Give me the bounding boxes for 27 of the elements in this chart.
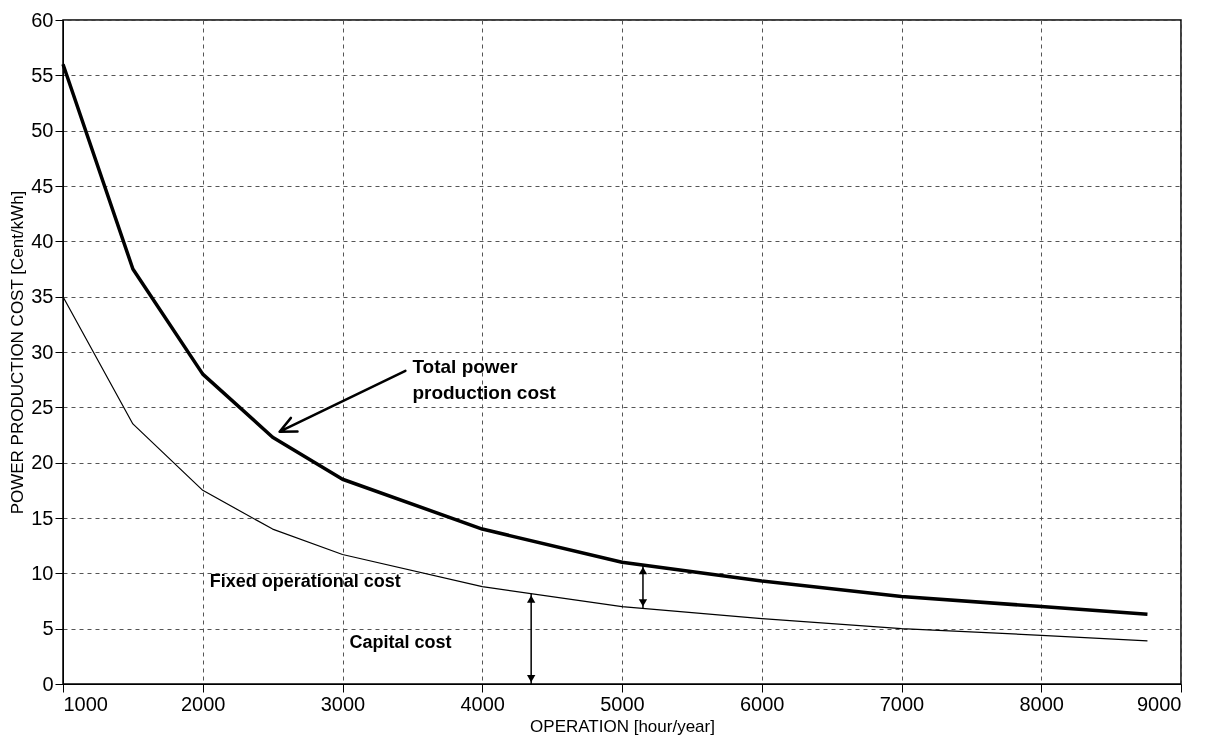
annotation: Fixed operational cost xyxy=(209,571,401,592)
y-tick-label: 35 xyxy=(31,285,54,308)
x-tick-label: 9000 xyxy=(1137,692,1182,715)
y-tick-label: 55 xyxy=(31,63,54,86)
y-tick-label: 25 xyxy=(31,395,54,418)
annotation: Total power production cost xyxy=(412,355,557,403)
x-tick-label: 1000 xyxy=(63,692,108,715)
x-tick-label: 4000 xyxy=(460,692,505,715)
y-tick-label: 20 xyxy=(31,451,54,474)
x-tick-label: 7000 xyxy=(879,692,925,715)
y-tick-label: 15 xyxy=(31,506,54,529)
annotation: Capital cost xyxy=(349,632,452,653)
x-tick-label: 3000 xyxy=(320,692,366,715)
x-tick-label: 5000 xyxy=(600,692,645,715)
y-axis-title: POWER PRODUCTION COST [Cent/kWh] xyxy=(8,190,28,515)
y-tick-label: 0 xyxy=(42,672,54,695)
y-tick-label: 40 xyxy=(31,229,54,252)
x-tick-label: 2000 xyxy=(181,692,226,715)
x-axis-title: OPERATION [hour/year] xyxy=(530,716,715,736)
y-tick-label: 30 xyxy=(31,340,54,363)
x-tick-label: 8000 xyxy=(1019,692,1064,715)
y-tick-label: 60 xyxy=(31,8,54,31)
x-tick-label: 6000 xyxy=(740,692,785,715)
y-tick-label: 45 xyxy=(31,174,54,197)
y-tick-label: 10 xyxy=(31,561,54,584)
y-tick-label: 5 xyxy=(42,617,54,640)
y-tick-label: 50 xyxy=(31,119,54,142)
